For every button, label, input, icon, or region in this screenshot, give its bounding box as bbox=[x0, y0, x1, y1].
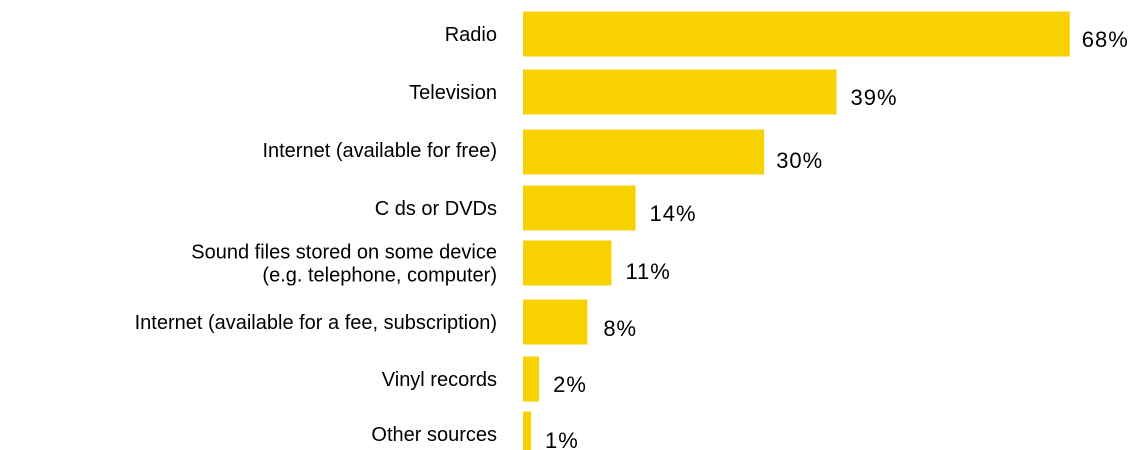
category-label-5: Internet (available for a fee, subscript… bbox=[135, 312, 497, 334]
category-label-1: Television bbox=[409, 82, 497, 104]
bar-3 bbox=[523, 185, 636, 231]
bar-2 bbox=[523, 129, 765, 175]
bar-6 bbox=[523, 356, 540, 402]
category-label-line: Television bbox=[409, 82, 497, 104]
category-label-4: Sound files stored on some device (e.g. t… bbox=[191, 242, 497, 287]
category-label-2: Internet (available for free) bbox=[262, 140, 497, 162]
bar-4 bbox=[523, 240, 612, 286]
category-label-line: Vinyl records bbox=[382, 369, 497, 391]
value-label-7: 1% bbox=[545, 428, 579, 450]
category-label-line: Other sources bbox=[371, 424, 497, 446]
value-label-1: 39% bbox=[851, 85, 898, 110]
category-label-3: C ds or DVDs bbox=[375, 198, 497, 220]
value-label-2: 30% bbox=[776, 148, 823, 173]
bar-0 bbox=[523, 11, 1070, 57]
value-label-3: 14% bbox=[650, 201, 697, 226]
value-label-0: 68% bbox=[1082, 27, 1129, 52]
category-label-0: Radio bbox=[445, 24, 497, 46]
value-label-5: 8% bbox=[603, 316, 637, 341]
bar-1 bbox=[523, 69, 837, 115]
bar-7 bbox=[523, 411, 532, 450]
value-label-4: 11% bbox=[625, 259, 670, 284]
category-label-line: (e.g. telephone, computer) bbox=[262, 265, 497, 287]
category-label-line: Internet (available for free) bbox=[262, 140, 497, 162]
category-label-line: C ds or DVDs bbox=[375, 198, 497, 220]
bar-5 bbox=[523, 299, 588, 345]
value-label-6: 2% bbox=[553, 372, 587, 397]
category-label-7: Other sources bbox=[371, 424, 497, 446]
category-label-6: Vinyl records bbox=[382, 369, 497, 391]
category-label-line: Sound files stored on some device bbox=[191, 242, 497, 264]
category-label-line: Radio bbox=[445, 24, 497, 46]
category-label-line: Internet (available for a fee, subscript… bbox=[135, 312, 497, 334]
